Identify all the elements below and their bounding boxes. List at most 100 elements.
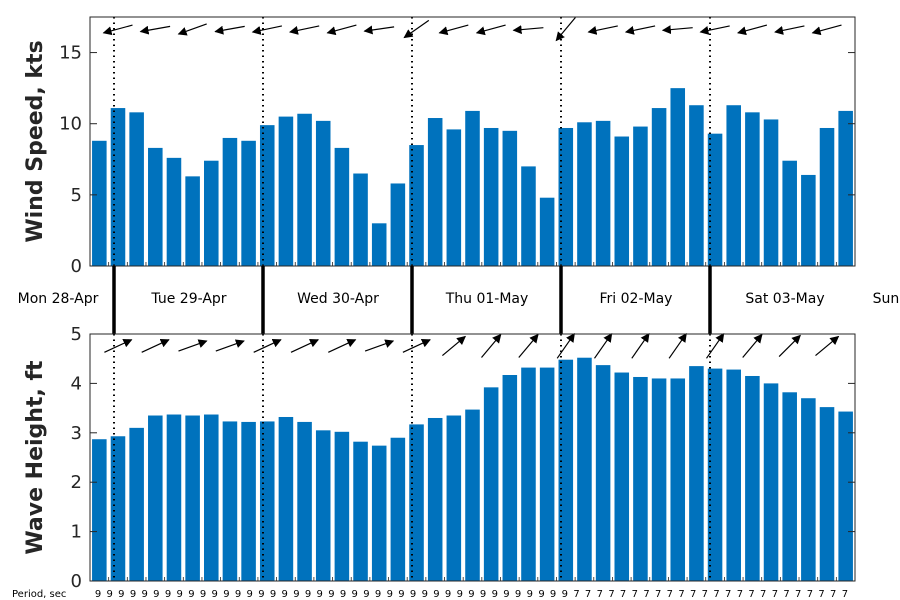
wave-bar — [726, 369, 741, 581]
direction-arrow-icon — [587, 25, 618, 35]
direction-arrow-icon — [594, 332, 613, 359]
wind-bar — [763, 119, 779, 266]
day-label: Mon 28-Apr — [18, 291, 99, 307]
wave-bar — [185, 415, 200, 581]
wave-bar — [502, 375, 518, 581]
wave-bar — [707, 368, 723, 581]
period-value: 9 — [293, 589, 299, 600]
direction-arrow-icon — [139, 25, 171, 35]
period-value: 7 — [690, 589, 696, 600]
wind-bar — [409, 145, 424, 266]
wave-bar — [241, 421, 256, 581]
wind-bar — [689, 105, 704, 266]
period-value: 9 — [130, 589, 136, 600]
period-value: 9 — [375, 589, 381, 600]
direction-arrow-icon — [699, 25, 730, 35]
period-label: Period, sec — [12, 589, 66, 600]
wind-bar — [521, 166, 536, 266]
wave-height-panel: 0 1 2 3 4 5 Wave Height, ft — [23, 324, 856, 592]
day-label: Sat 03-May — [745, 291, 824, 307]
period-value: 9 — [200, 589, 206, 600]
day-label-band: Mon 28-Apr Tue 29-Apr Wed 30-Apr Thu 01-May… — [18, 266, 899, 334]
period-value: 9 — [387, 589, 393, 600]
direction-arrow-icon — [177, 23, 207, 36]
wave-bar — [745, 375, 760, 581]
direction-arrow-icon — [214, 25, 245, 35]
wave-bar — [390, 437, 406, 581]
y-tick-label: 5 — [71, 185, 82, 206]
wave-bar — [222, 421, 238, 581]
period-value: 7 — [713, 589, 719, 600]
direction-arrow-icon — [328, 339, 357, 353]
direction-arrow-icon — [774, 25, 805, 35]
period-value: 7 — [830, 589, 836, 600]
wind-axes-box — [89, 16, 856, 267]
day-label: Thu 01-May — [445, 291, 529, 307]
direction-arrow-icon — [102, 24, 133, 36]
wind-bar — [670, 88, 686, 266]
period-value: 9 — [492, 589, 498, 600]
y-tick-label: 10 — [59, 114, 82, 135]
wind-bar — [595, 120, 611, 267]
period-value: 9 — [270, 589, 276, 600]
wind-bar — [297, 113, 312, 266]
wave-bar — [446, 415, 462, 581]
wind-bar — [353, 173, 368, 266]
wind-bar — [633, 126, 648, 266]
y-tick-label: 0 — [71, 571, 82, 592]
direction-arrow-icon — [402, 339, 431, 353]
wind-bar — [838, 110, 853, 266]
wind-bar — [241, 140, 256, 266]
wave-bar — [483, 387, 499, 581]
period-value: 7 — [807, 589, 813, 600]
period-value: 7 — [783, 589, 789, 600]
wave-bar — [651, 378, 667, 581]
direction-arrow-icon — [742, 333, 763, 358]
wind-ylabel: Wind Speed, kts — [23, 40, 48, 242]
direction-arrow-icon — [624, 25, 656, 35]
wind-speed-panel: 0 5 10 15 Wind Speed, kts — [23, 16, 856, 277]
direction-arrow-icon — [364, 339, 395, 352]
wind-bar — [707, 133, 723, 266]
wind-bar — [483, 127, 499, 266]
wave-bar — [577, 357, 592, 581]
wave-bar — [427, 417, 443, 581]
period-value: 7 — [678, 589, 684, 600]
period-value: 9 — [142, 589, 148, 600]
period-value: 9 — [480, 589, 486, 600]
period-value: 9 — [527, 589, 533, 600]
wave-bar — [334, 431, 350, 581]
wave-axes-box — [89, 333, 856, 582]
period-value: 9 — [95, 589, 101, 600]
direction-arrow-icon — [811, 24, 842, 36]
wind-bar — [614, 136, 630, 266]
period-value: 9 — [188, 589, 194, 600]
direction-arrow-icon — [326, 24, 357, 36]
y-tick-label: 15 — [59, 43, 82, 64]
wave-bar — [521, 367, 536, 581]
period-value: 7 — [643, 589, 649, 600]
direction-arrow-icon — [668, 332, 687, 359]
wave-bar — [801, 398, 816, 581]
wave-bar — [409, 424, 424, 581]
wave-bar — [204, 414, 219, 581]
period-value: 9 — [340, 589, 346, 600]
period-value: 9 — [515, 589, 521, 600]
period-value: 9 — [457, 589, 463, 600]
wind-bar — [782, 160, 797, 266]
wind-bar — [558, 127, 574, 266]
period-value: 9 — [398, 589, 404, 600]
direction-arrow-icon — [290, 339, 320, 353]
period-value: 7 — [702, 589, 708, 600]
period-value: 7 — [760, 589, 766, 600]
wind-bar — [819, 127, 835, 266]
period-value: 9 — [562, 589, 568, 600]
wave-bar — [595, 365, 611, 581]
period-value: 7 — [573, 589, 579, 600]
direction-arrow-icon — [475, 24, 506, 36]
direction-arrow-icon — [403, 19, 430, 39]
wind-bar — [801, 174, 816, 266]
wave-bar — [614, 372, 630, 581]
direction-arrow-icon — [363, 25, 395, 35]
period-value: 9 — [352, 589, 358, 600]
